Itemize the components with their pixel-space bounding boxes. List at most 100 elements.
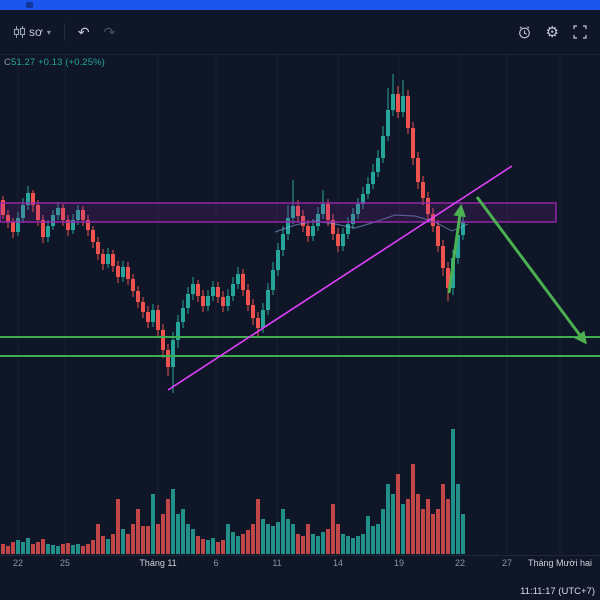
volume-bar xyxy=(171,489,175,554)
candle-body xyxy=(81,210,85,220)
candle-body xyxy=(191,284,195,294)
volume-bar xyxy=(16,540,20,554)
volume-bar xyxy=(96,524,100,554)
top-toolbar: sơ ▾ ↶ ↷ ⚙ xyxy=(0,10,600,55)
candle-body xyxy=(361,194,365,204)
volume-bar xyxy=(141,526,145,554)
candle-body xyxy=(396,94,400,112)
candle-body xyxy=(321,204,325,214)
candle-body xyxy=(366,184,370,194)
candle-body xyxy=(431,214,435,226)
candle-body xyxy=(166,350,170,367)
candle-body xyxy=(251,305,255,318)
volume-bar xyxy=(421,509,425,554)
volume-bar xyxy=(351,538,355,554)
redo-icon: ↷ xyxy=(103,24,116,40)
volume-bar xyxy=(266,524,270,554)
alert-button[interactable] xyxy=(512,21,537,44)
candle-body xyxy=(46,226,50,237)
trendline-drawing[interactable] xyxy=(167,165,513,391)
undo-button[interactable]: ↶ xyxy=(73,21,95,43)
candle-body xyxy=(36,205,40,220)
time-axis-label: 25 xyxy=(59,558,71,568)
volume-bar xyxy=(106,539,110,554)
volume-bar xyxy=(191,529,195,554)
candle-body xyxy=(151,310,155,322)
volume-bar xyxy=(451,429,455,554)
price-zone-rectangle-drawing[interactable] xyxy=(0,202,557,223)
volume-bar xyxy=(326,529,330,554)
candle-body xyxy=(41,220,45,237)
volume-bar xyxy=(181,509,185,554)
candle-body xyxy=(86,220,90,230)
volume-bar xyxy=(236,536,240,554)
candle-body xyxy=(381,136,385,158)
candle-body xyxy=(236,274,240,284)
fullscreen-button[interactable] xyxy=(568,21,592,43)
volume-bar xyxy=(176,514,180,554)
volume-bar xyxy=(31,544,35,554)
candle-body xyxy=(206,296,210,306)
volume-bar xyxy=(11,542,15,554)
candle-body xyxy=(426,198,430,214)
candle-body xyxy=(421,182,425,198)
candle-body xyxy=(301,216,305,226)
volume-bar xyxy=(151,494,155,554)
candle-body xyxy=(411,128,415,158)
volume-bar xyxy=(336,524,340,554)
arrow-up-drawing[interactable] xyxy=(447,203,466,294)
volume-bar xyxy=(221,540,225,554)
candle-body xyxy=(141,302,145,312)
volume-bar xyxy=(196,536,200,554)
window-titlebar[interactable] xyxy=(0,0,600,10)
volume-bar xyxy=(71,545,75,554)
gear-icon: ⚙ xyxy=(545,23,559,41)
fullscreen-icon xyxy=(573,25,587,39)
candle-body xyxy=(296,206,300,216)
volume-bar xyxy=(411,464,415,554)
volume-bar xyxy=(341,534,345,554)
volume-bar xyxy=(406,499,410,554)
candle-body xyxy=(106,254,110,264)
time-axis-label: Tháng Mười hai xyxy=(528,558,592,568)
price-readout: C51.27 +0.13 (+0.25%) xyxy=(4,57,105,68)
volume-bar xyxy=(446,499,450,554)
toolbar-left-group: sơ ▾ ↶ ↷ xyxy=(8,21,120,43)
volume-bar xyxy=(431,514,435,554)
volume-bar xyxy=(51,545,55,554)
candle-body xyxy=(146,312,150,322)
volume-bar xyxy=(281,509,285,554)
undo-icon: ↶ xyxy=(77,24,90,40)
volume-bar xyxy=(206,540,210,554)
settings-button[interactable]: ⚙ xyxy=(541,21,564,44)
redo-button[interactable]: ↷ xyxy=(99,21,121,43)
volume-bar xyxy=(1,544,5,554)
candle-body xyxy=(261,310,265,328)
candle-body xyxy=(221,297,225,306)
candle-body xyxy=(316,214,320,226)
arrow-down-drawing[interactable] xyxy=(475,196,587,345)
volume-bar xyxy=(21,542,25,554)
candle-body xyxy=(31,193,35,205)
candle-body xyxy=(256,318,260,328)
candle-body xyxy=(121,267,125,277)
chart-style-dropdown[interactable]: sơ ▾ xyxy=(8,21,56,43)
candle-body xyxy=(211,287,215,296)
time-axis-label: 27 xyxy=(501,558,513,568)
volume-bar xyxy=(121,529,125,554)
candle-body xyxy=(336,234,340,246)
volume-bar xyxy=(36,542,40,554)
time-axis[interactable]: 22 25 Tháng 11 6 11 14 19 22 27 Tháng Mười hai xyxy=(0,556,600,572)
volume-bar xyxy=(416,494,420,554)
volume-bar xyxy=(161,514,165,554)
timezone-clock-label[interactable]: 11:11:17 (UTC+7) xyxy=(520,586,595,597)
volume-bar xyxy=(241,534,245,554)
volume-bar xyxy=(136,509,140,554)
volume-bar xyxy=(296,534,300,554)
volume-bar xyxy=(441,484,445,554)
volume-bar xyxy=(461,514,465,554)
volume-bar xyxy=(376,524,380,554)
candle-body xyxy=(96,242,100,254)
candle-body xyxy=(1,200,5,215)
